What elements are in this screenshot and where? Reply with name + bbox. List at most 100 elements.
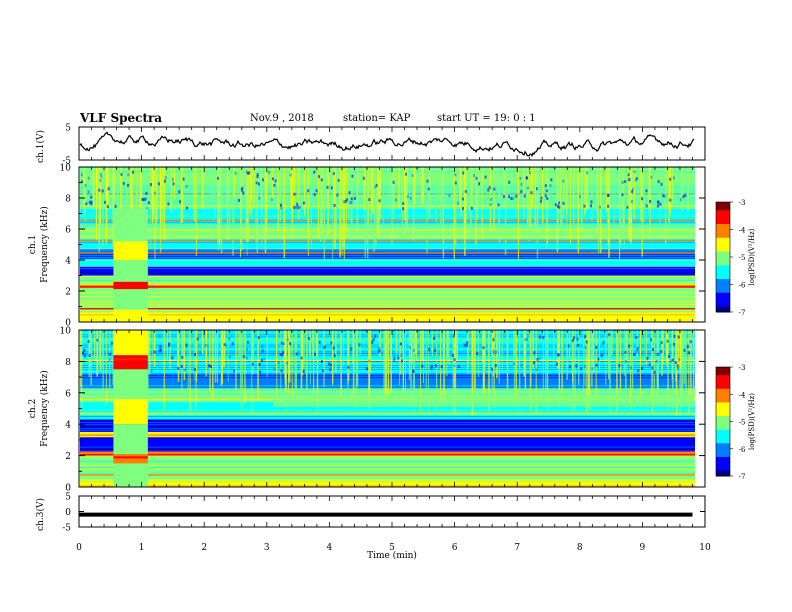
sferic-streak [177, 330, 179, 367]
sferic-streak [692, 330, 695, 407]
spectro-line [80, 247, 695, 249]
sferic-streak [469, 167, 471, 217]
spectro-mottle [523, 194, 526, 198]
spectro-mottle [524, 337, 527, 341]
sferic-streak [677, 330, 680, 368]
sferic-streak [215, 167, 216, 216]
spectro-line [80, 290, 695, 292]
spectro-mottle [650, 338, 653, 342]
colorbar-segment [716, 462, 730, 466]
sferic-streak [529, 330, 531, 411]
colorbar-segment [716, 248, 730, 252]
spectro-line [80, 288, 695, 290]
bright-block [113, 330, 148, 356]
spectro-mottle [558, 205, 561, 209]
spectro-mottle [82, 351, 85, 355]
sferic-streak [515, 330, 517, 403]
spectro-mottle [645, 204, 648, 208]
sferic-streak [523, 330, 525, 377]
spectro-line [80, 233, 695, 235]
spectro-line [80, 193, 695, 195]
spectro-mottle [267, 170, 270, 174]
spectro-mottle [591, 367, 594, 371]
spectro-mottle [98, 188, 101, 192]
spectro-line [80, 195, 695, 197]
spectro-line [80, 462, 695, 464]
spectro-mottle [672, 358, 675, 362]
bright-block [113, 241, 148, 260]
sferic-streak [161, 167, 163, 225]
sferic-streak [446, 330, 448, 377]
spectro-mottle [676, 364, 679, 368]
spectro-mottle [633, 170, 636, 174]
sferic-streak [240, 330, 242, 404]
colorbar-segment [716, 240, 730, 244]
sferic-streak [606, 167, 608, 212]
spectro-mottle [569, 365, 572, 369]
spectro-mottle [372, 338, 375, 342]
sferic-streak [298, 167, 300, 219]
sferic-streak [415, 330, 417, 360]
ch1-ytick-label: 6 [65, 226, 71, 236]
spectro-mottle [246, 171, 249, 175]
sferic-streak [327, 167, 329, 236]
bright-block [113, 355, 148, 370]
ch3-wave-ytick-label: 0 [65, 508, 71, 518]
spectro-mottle [624, 350, 627, 354]
spectro-line [80, 430, 695, 432]
spectro-line [80, 296, 695, 298]
spectro-mottle [464, 189, 467, 193]
spectro-mottle [330, 186, 333, 190]
sferic-streak [592, 330, 595, 373]
spectro-mottle [597, 357, 600, 361]
spectro-mottle [199, 351, 202, 355]
colorbar-segment [716, 290, 730, 294]
sferic-streak [542, 167, 544, 224]
spectro-line [80, 280, 695, 282]
spectro-line [80, 274, 695, 276]
spectro-line [80, 381, 695, 383]
spectro-mottle [627, 173, 630, 177]
spectro-mottle [427, 187, 430, 191]
sferic-streak [426, 167, 428, 254]
sferic-streak [375, 167, 377, 246]
spectro-mottle [575, 364, 578, 368]
sferic-streak [98, 167, 100, 252]
sferic-streak [532, 330, 534, 370]
spectro-line [80, 316, 695, 318]
spectro-mottle [351, 174, 354, 178]
harmonic-line [80, 239, 695, 242]
sferic-streak [464, 167, 466, 256]
spectro-line [80, 231, 695, 233]
ch1-colorbar [715, 201, 733, 313]
colorbar-segment [716, 273, 730, 277]
spectro-line [80, 477, 695, 479]
ch3-wave-ytick-label: -5 [62, 524, 71, 534]
spectro-mottle [183, 368, 186, 372]
spectro-mottle [621, 193, 624, 197]
spectro-mottle [677, 335, 680, 339]
colorbar-segment [716, 210, 730, 214]
spectro-mottle [462, 171, 465, 175]
spectro-mottle [651, 348, 654, 352]
spectro-line [80, 471, 695, 473]
spectro-mottle [280, 206, 283, 210]
sferic-streak [683, 330, 686, 385]
sferic-streak [422, 167, 424, 204]
sferic-streak [388, 167, 391, 217]
bright-block [113, 287, 148, 310]
sferic-streak [542, 330, 544, 396]
block-red-line [113, 287, 148, 290]
spectro-mottle [686, 345, 689, 349]
spectro-mottle [470, 206, 473, 210]
sferic-streak [392, 167, 394, 212]
sferic-streak [316, 330, 319, 410]
sferic-streak [586, 167, 588, 211]
sferic-streak [214, 330, 216, 383]
sferic-streak [125, 167, 128, 243]
spectro-mottle [554, 203, 557, 207]
spectro-mottle [585, 340, 588, 344]
spectro-mottle [607, 204, 610, 208]
sferic-streak [566, 330, 568, 380]
sferic-streak [454, 330, 457, 414]
